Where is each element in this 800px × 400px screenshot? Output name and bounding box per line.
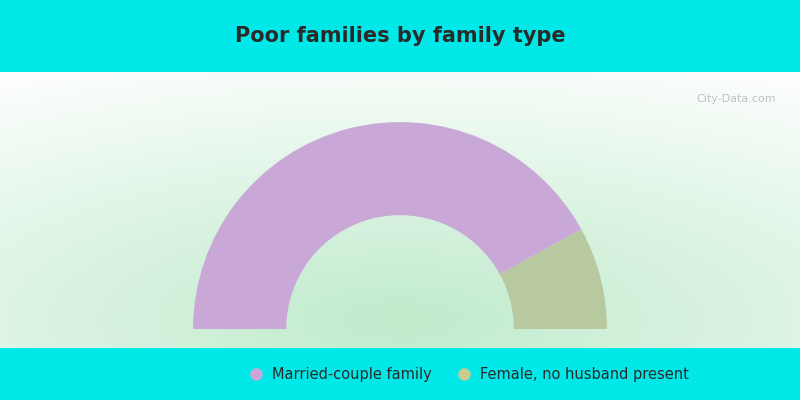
Text: City-Data.com: City-Data.com [696, 94, 776, 104]
Wedge shape [193, 122, 582, 329]
Text: Married-couple family: Married-couple family [272, 366, 432, 382]
Wedge shape [500, 229, 607, 329]
Text: Poor families by family type: Poor families by family type [234, 26, 566, 46]
Text: Female, no husband present: Female, no husband present [480, 366, 689, 382]
